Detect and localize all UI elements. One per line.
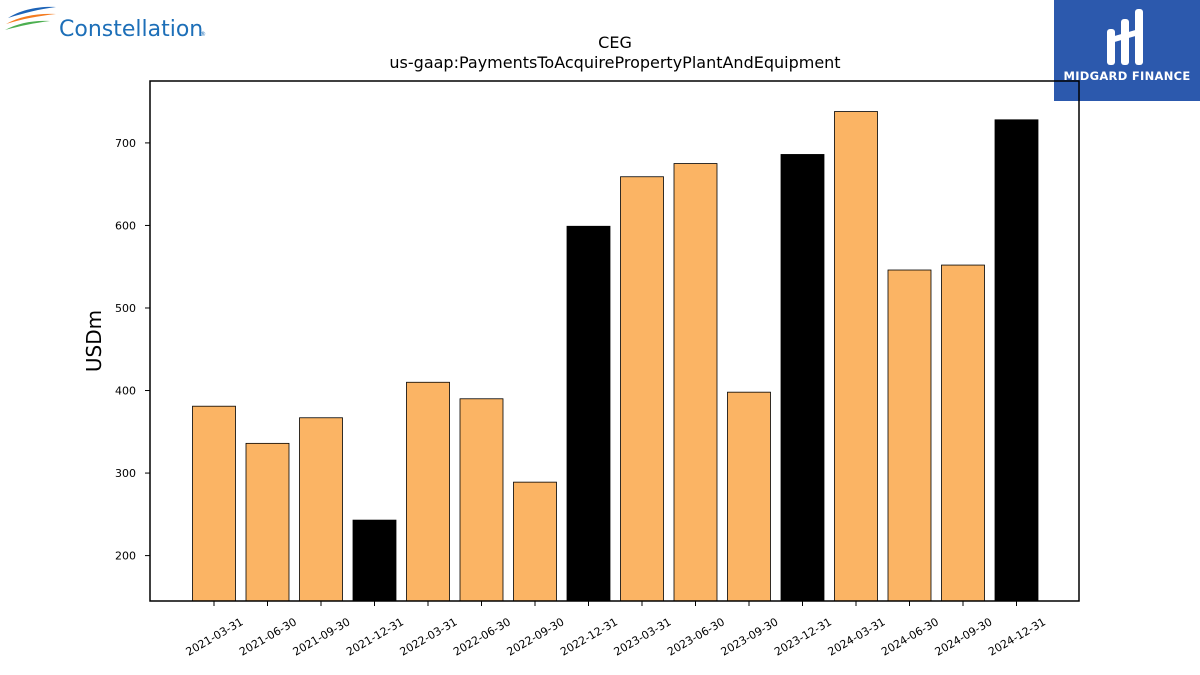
bar-2022-12-31 [566,225,611,602]
bar-2021-03-31 [192,405,236,602]
bar-2023-03-31 [620,176,664,602]
y-tick-label: 400 [115,385,136,398]
x-tick-label: 2023-09-30 [719,615,781,658]
chart-title: CEG [598,33,632,52]
bar-2024-12-31 [994,119,1039,602]
y-tick-label: 500 [115,302,136,315]
x-tick-label: 2022-06-30 [451,615,513,658]
y-axis-ticks: 200 300 400 500 600 700 [115,137,150,563]
constellation-swoosh-icon: Constellation ® [5,6,206,42]
x-tick-label: 2024-12-31 [986,615,1048,658]
bar-2022-06-30 [459,398,504,602]
bar-2021-12-31 [352,519,397,602]
bar-2021-09-30 [299,417,343,602]
y-tick-label: 600 [115,219,136,232]
x-tick-label: 2022-03-31 [398,615,460,658]
plot-frame [149,80,1080,602]
x-tick-label: 2021-03-31 [184,615,246,658]
bar-2023-06-30 [673,163,718,602]
bar-series [192,111,1039,602]
x-axis-ticks: 2021-03-312021-06-302021-09-302021-12-31… [184,601,1048,659]
x-tick-label: 2022-09-30 [505,615,567,658]
midgard-mark-icon [1107,9,1143,65]
bar-2021-06-30 [245,442,290,602]
x-tick-label: 2023-06-30 [665,615,727,658]
x-tick-label: 2021-09-30 [291,615,353,658]
x-tick-label: 2024-03-31 [826,615,888,658]
x-tick-label: 2021-06-30 [237,615,299,658]
x-tick-label: 2022-12-31 [558,615,620,658]
y-tick-label: 200 [115,550,136,563]
y-tick-label: 700 [115,137,136,150]
bar-2023-09-30 [727,391,771,602]
bar-2024-09-30 [941,264,985,602]
constellation-logo-text: Constellation [59,17,203,42]
bar-2023-12-31 [780,154,825,602]
midgard-logo-text: MIDGARD FINANCE [1063,69,1191,83]
x-tick-label: 2023-12-31 [772,615,834,658]
bar-2022-09-30 [513,481,557,602]
chart-subtitle: us-gaap:PaymentsToAcquirePropertyPlantAn… [389,53,840,72]
x-tick-label: 2024-09-30 [933,615,995,658]
svg-text:®: ® [200,31,206,38]
x-tick-label: 2021-12-31 [344,615,406,658]
x-tick-label: 2024-06-30 [879,615,941,658]
bar-2024-06-30 [887,269,932,602]
y-axis-label: USDm [82,310,106,372]
x-tick-label: 2023-03-31 [612,615,674,658]
bar-2022-03-31 [406,381,450,602]
constellation-logo: Constellation ® [4,4,214,44]
y-tick-label: 300 [115,467,136,480]
bar-2024-03-31 [834,111,878,602]
